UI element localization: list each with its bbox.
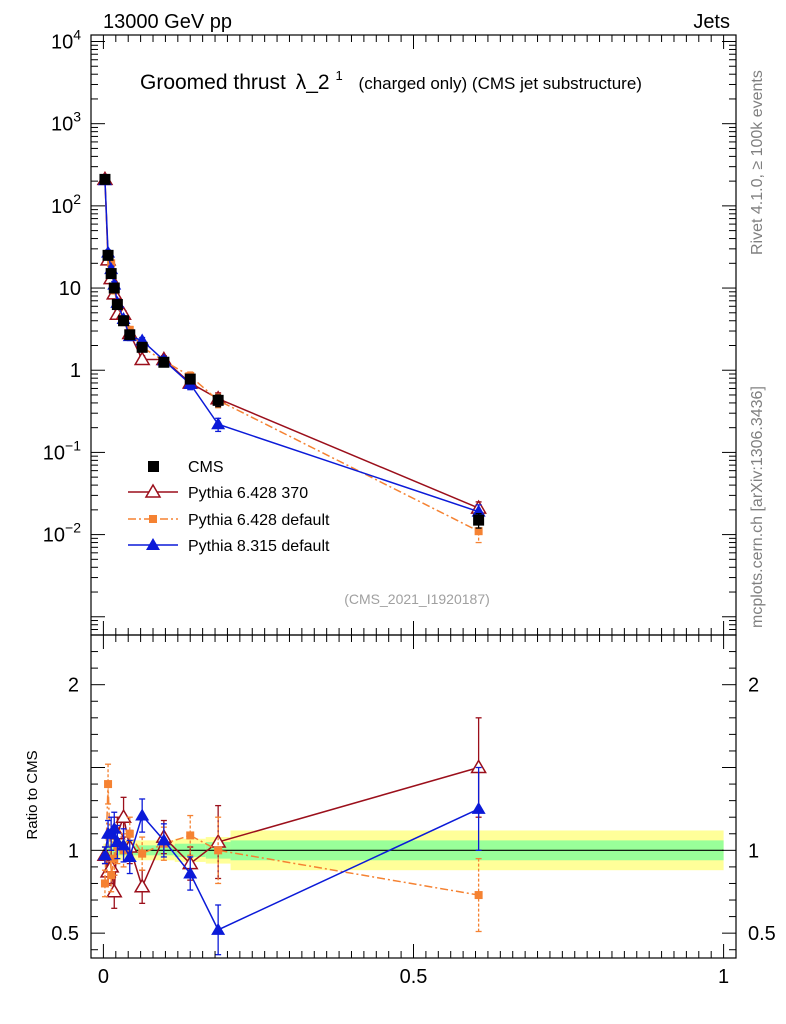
- main-point-py6_default: [474, 527, 483, 536]
- main-ytick-label: 103: [51, 109, 81, 136]
- ratio-point-py6_default: [125, 829, 134, 838]
- ratio-point-py6_370: [105, 883, 123, 898]
- main-point-cms: [108, 282, 120, 294]
- main-point-cms: [111, 299, 123, 311]
- ratio-point-py8: [116, 838, 131, 851]
- ytick-exponent: 2: [73, 191, 81, 207]
- main-point-py8: [471, 504, 486, 517]
- ytick-base: 10: [43, 525, 65, 547]
- main-point-cms: [473, 514, 485, 526]
- main-point-cms: [158, 356, 170, 368]
- ytick-exponent: −1: [65, 437, 81, 453]
- legend-label-py8: Pythia 8.315 default: [188, 538, 330, 555]
- ratio-axis-label: Ratio to CMS: [24, 750, 41, 839]
- ytick-base: 10: [51, 114, 73, 136]
- ytick-base: 10: [51, 196, 73, 218]
- ytick-exponent: 4: [73, 27, 81, 43]
- ratio-xtick-label: 1: [718, 966, 729, 988]
- ratio-point-py6_default: [104, 780, 113, 789]
- legend-entry-cms: CMS: [148, 459, 224, 476]
- main-point-cms: [102, 249, 114, 261]
- side-label-rivet: Rivet 4.1.0, ≥ 100k events: [749, 70, 766, 255]
- ratio-point-py8: [471, 801, 486, 814]
- legend-marker-py6-default: [149, 515, 157, 523]
- main-line-py8: [104, 180, 479, 513]
- header-energy: 13000 GeV pp: [103, 11, 232, 33]
- side-label-mcplots: mcplots.cern.ch [arXiv:1306.3436]: [749, 386, 766, 628]
- ratio-ytick-label-left: 1: [68, 840, 79, 862]
- ratio-line-py6_370: [104, 766, 479, 892]
- main-point-py6_370: [133, 351, 151, 366]
- main-point-cms: [184, 373, 196, 385]
- ratio-ytick-label-left: 0.5: [51, 923, 79, 945]
- legend-label-py6-370: Pythia 6.428 370: [188, 485, 308, 502]
- legend-label-cms: CMS: [188, 459, 224, 476]
- ratio-xtick-label: 0: [98, 966, 109, 988]
- main-ytick-label: 10−2: [43, 520, 81, 547]
- ytick-exponent: 3: [73, 109, 81, 125]
- main-ytick-label: 10−1: [43, 437, 81, 464]
- main-point-cms: [136, 341, 148, 353]
- plot-title: Groomed thrust λ_2 1 (charged only) (CMS…: [140, 62, 642, 94]
- legend-marker-cms: [148, 461, 159, 472]
- ratio-point-py6_default: [138, 849, 147, 858]
- main-ytick-label: 1: [70, 360, 81, 382]
- legend-marker-py8: [146, 538, 160, 550]
- main-ytick-label: 102: [51, 191, 81, 218]
- main-ytick-label: 10: [59, 278, 81, 300]
- main-point-py8: [211, 417, 226, 430]
- legend-entry-py6-370: Pythia 6.428 370: [128, 483, 308, 502]
- ratio-series-py6_370: [96, 717, 487, 909]
- ratio-uncertainty-band: [103, 830, 724, 871]
- ratio-ytick-label-right: 1: [748, 840, 759, 862]
- ratio-ytick-label-right: 2: [748, 675, 759, 697]
- ratio-point-py8: [183, 866, 198, 879]
- ratio-xtick-label: 0.5: [400, 966, 428, 988]
- ytick-exponent: −2: [65, 520, 81, 536]
- ratio-point-py6_default: [214, 846, 223, 855]
- legend-label-py6-default: Pythia 6.428 default: [188, 512, 330, 529]
- main-point-cms: [118, 315, 130, 327]
- legend: CMS Pythia 6.428 370 Pythia 6.428 defaul…: [128, 459, 330, 555]
- ytick-base: 10: [51, 32, 73, 54]
- main-point-cms: [124, 329, 136, 341]
- ratio-point-py8: [156, 833, 171, 846]
- analysis-id: (CMS_2021_I1920187): [344, 591, 490, 607]
- legend-marker-py6-370: [144, 483, 162, 498]
- legend-entry-py6-default: Pythia 6.428 default: [128, 512, 330, 529]
- ytick-base: 10: [43, 442, 65, 464]
- ratio-point-py6_370: [133, 878, 151, 893]
- ratio-plot-frame: [90, 634, 737, 959]
- main-point-cms: [99, 173, 111, 185]
- title-superscript: 1: [335, 68, 342, 83]
- main-plot-series: [96, 170, 487, 544]
- ratio-line-py6_default: [104, 784, 479, 896]
- ratio-point-py6_default: [107, 871, 116, 880]
- ratio-point-py8: [135, 808, 150, 821]
- ratio-plot-series: [96, 717, 487, 956]
- ratio-point-py8: [97, 848, 112, 861]
- header-process: Jets: [693, 11, 730, 33]
- ratio-series-py8: [97, 766, 486, 956]
- ratio-point-py8: [211, 922, 226, 935]
- ratio-point-py6_default: [474, 891, 483, 900]
- title-lambda: λ_2: [296, 71, 330, 94]
- title-main: Groomed thrust: [140, 71, 286, 94]
- main-line-py6_370: [104, 179, 479, 509]
- ratio-point-py6_default: [100, 879, 109, 888]
- ratio-point-py6_default: [110, 854, 119, 863]
- main-series-cms: [99, 173, 485, 529]
- title-detail: (charged only) (CMS jet substructure): [359, 74, 642, 93]
- ratio-point-py6_default: [186, 831, 195, 840]
- legend-entry-py8: Pythia 8.315 default: [128, 538, 330, 555]
- main-point-cms: [105, 268, 117, 280]
- ratio-ytick-label-right: 0.5: [748, 923, 776, 945]
- ratio-point-py8: [122, 849, 137, 862]
- ratio-ytick-label-left: 2: [68, 675, 79, 697]
- ratio-point-py6_370: [115, 808, 132, 823]
- main-point-cms: [212, 394, 224, 406]
- main-ytick-label: 104: [51, 27, 81, 54]
